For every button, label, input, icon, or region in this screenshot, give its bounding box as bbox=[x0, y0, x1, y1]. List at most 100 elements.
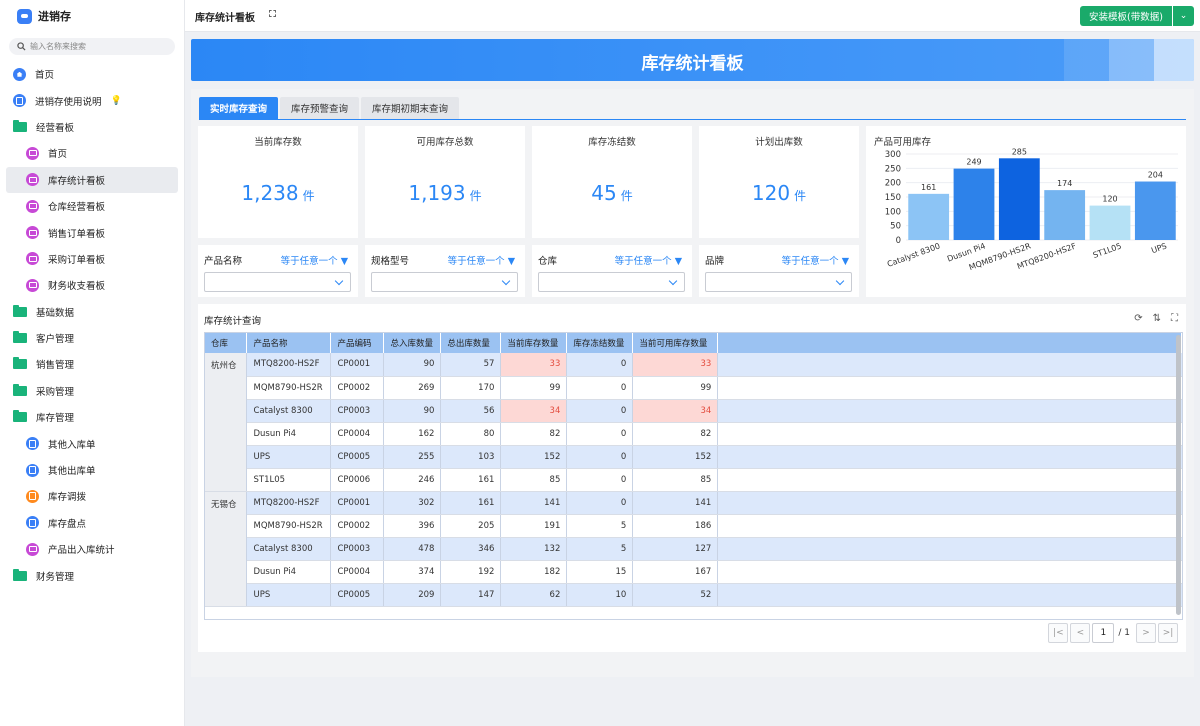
sidebar-group-dashboards[interactable]: 经营看板 bbox=[0, 114, 184, 140]
x-tick-label: ST1L05 bbox=[1092, 241, 1123, 260]
sidebar-item-label: 库存管理 bbox=[36, 413, 75, 425]
sidebar-group-inventory[interactable]: 库存管理 bbox=[0, 404, 184, 430]
table-cell: 52 bbox=[632, 583, 719, 607]
table-row[interactable]: Catalyst 8300 CP0003 90 56 34 0 34 bbox=[205, 399, 1182, 423]
sidebar-item-dashboard-home[interactable]: 首页 bbox=[0, 140, 184, 166]
filter-mode-dropdown[interactable]: 等于任意一个 ▼ bbox=[447, 256, 515, 267]
table-row[interactable]: Dusun Pi4 CP0004 162 80 82 0 82 bbox=[205, 422, 1182, 446]
x-tick-label: UPS bbox=[1150, 241, 1168, 255]
table-row[interactable]: MQM8790-HS2R CP0002 269 170 99 0 99 bbox=[205, 376, 1182, 400]
y-tick-label: 300 bbox=[885, 150, 901, 160]
table-row[interactable]: ST1L05 CP0006 246 161 85 0 85 bbox=[205, 468, 1182, 492]
column-header[interactable]: 当前可用库存数量 bbox=[632, 333, 719, 353]
table-row[interactable]: UPS CP0005 209 147 62 10 52 bbox=[205, 583, 1182, 607]
table-cell: 127 bbox=[632, 537, 719, 561]
search-box[interactable]: 输入名称来搜索 bbox=[9, 38, 175, 55]
table-cell: 56 bbox=[440, 399, 502, 423]
sidebar-group-customers[interactable]: 客户管理 bbox=[0, 325, 184, 351]
sidebar-item-finance-dashboard[interactable]: 财务收支看板 bbox=[0, 272, 184, 298]
table-row[interactable]: MQM8790-HS2R CP0002 396 205 191 5 186 bbox=[205, 514, 1182, 538]
page-tab-title[interactable]: 库存统计看板 bbox=[195, 13, 255, 24]
sidebar-item-inventory-dashboard[interactable]: 库存统计看板 bbox=[6, 166, 178, 193]
sidebar-group-finance[interactable]: 财务管理 bbox=[0, 562, 184, 588]
sidebar-item-transfer[interactable]: 库存调拨 bbox=[0, 483, 184, 509]
sidebar-item-purchase-dashboard[interactable]: 采购订单看板 bbox=[0, 246, 184, 272]
tab-inventory-alert[interactable]: 库存预警查询 bbox=[280, 97, 360, 119]
column-header[interactable]: 仓库 bbox=[205, 333, 248, 353]
sidebar-item-label: 首页 bbox=[35, 70, 55, 82]
next-page-button[interactable]: > bbox=[1136, 623, 1156, 643]
table-cell: 205 bbox=[440, 514, 502, 538]
sidebar-item-other-inbound[interactable]: 其他入库单 bbox=[0, 430, 184, 456]
table-toolbar: ⟳ ⇅ ⛶ bbox=[1134, 313, 1178, 324]
sort-icon[interactable]: ⇅ bbox=[1152, 313, 1161, 324]
sidebar-group-purchase[interactable]: 采购管理 bbox=[0, 378, 184, 404]
sidebar-group-basic-data[interactable]: 基础数据 bbox=[0, 299, 184, 325]
filter-mode-dropdown[interactable]: 等于任意一个 ▼ bbox=[614, 256, 682, 267]
table-cell: 255 bbox=[383, 445, 442, 469]
app-header[interactable]: 进销存 bbox=[0, 0, 184, 32]
filter-mode-dropdown[interactable]: 等于任意一个 ▼ bbox=[781, 256, 849, 267]
tab-period-inventory[interactable]: 库存期初期末查询 bbox=[361, 97, 460, 119]
column-header[interactable]: 当前库存数量 bbox=[500, 333, 568, 353]
table-cell: MTQ8200-HS2F bbox=[246, 353, 332, 377]
y-tick-label: 100 bbox=[885, 207, 901, 217]
table-row[interactable]: 杭州仓 MTQ8200-HS2F CP0001 90 57 33 0 33 bbox=[205, 353, 1182, 492]
column-header[interactable]: 总入库数量 bbox=[383, 333, 442, 353]
table-row[interactable]: Catalyst 8300 CP0003 478 346 132 5 127 bbox=[205, 537, 1182, 561]
first-page-button[interactable]: |< bbox=[1048, 623, 1069, 643]
filter-select[interactable] bbox=[705, 272, 852, 292]
fullscreen-icon[interactable] bbox=[269, 10, 276, 17]
table-row[interactable]: 无锡仓 MTQ8200-HS2F CP0001 302 161 141 0 141 bbox=[205, 491, 1182, 607]
table-cell: 99 bbox=[632, 376, 719, 400]
table-cell: CP0002 bbox=[330, 514, 385, 538]
y-tick-label: 150 bbox=[885, 193, 901, 203]
dashboard-icon bbox=[26, 278, 39, 292]
table-cell: 90 bbox=[383, 353, 442, 377]
filter-select[interactable] bbox=[538, 272, 685, 292]
column-header[interactable]: 产品编码 bbox=[330, 333, 385, 353]
sidebar-group-sales[interactable]: 销售管理 bbox=[0, 351, 184, 377]
refresh-icon[interactable]: ⟳ bbox=[1134, 313, 1143, 324]
table-cell: 186 bbox=[632, 514, 719, 538]
table-row[interactable]: Dusun Pi4 CP0004 374 192 182 15 167 bbox=[205, 560, 1182, 584]
bar bbox=[1134, 181, 1176, 240]
kpi-value: 1,193 件 bbox=[365, 181, 525, 205]
table-row[interactable]: UPS CP0005 255 103 152 0 152 bbox=[205, 445, 1182, 469]
table-cell: UPS bbox=[246, 583, 332, 607]
sidebar-item-guide[interactable]: 进销存使用说明 💡 bbox=[0, 87, 184, 113]
table-scrollbar[interactable] bbox=[1176, 335, 1181, 615]
last-page-button[interactable]: >| bbox=[1158, 623, 1178, 643]
search-input[interactable]: 输入名称来搜索 bbox=[30, 42, 86, 51]
y-tick-label: 250 bbox=[885, 164, 901, 174]
table-cell: 346 bbox=[440, 537, 502, 561]
tab-realtime-inventory[interactable]: 实时库存查询 bbox=[199, 97, 279, 119]
install-template-button[interactable]: 安装模板(带数据) bbox=[1080, 6, 1172, 26]
app-title: 进销存 bbox=[38, 10, 71, 23]
kpi-value: 1,238 件 bbox=[198, 181, 358, 205]
column-header[interactable]: 产品名称 bbox=[246, 333, 332, 353]
page-number-input[interactable]: 1 bbox=[1092, 623, 1115, 643]
filter-mode-dropdown[interactable]: 等于任意一个 ▼ bbox=[280, 256, 348, 267]
filter-select[interactable] bbox=[371, 272, 518, 292]
column-header[interactable]: 库存冻结数量 bbox=[566, 333, 634, 353]
install-dropdown-button[interactable]: ⌄ bbox=[1173, 6, 1194, 26]
fullscreen-icon[interactable]: ⛶ bbox=[1171, 313, 1178, 324]
table-cell: CP0003 bbox=[330, 537, 385, 561]
sidebar-item-warehouse-dashboard[interactable]: 仓库经营看板 bbox=[0, 193, 184, 219]
sidebar-item-stocktake[interactable]: 库存盘点 bbox=[0, 510, 184, 536]
sidebar-item-product-io-stats[interactable]: 产品出入库统计 bbox=[0, 536, 184, 562]
filter-product-name: 产品名称 等于任意一个 ▼ bbox=[198, 245, 358, 297]
sidebar-item-sales-dashboard[interactable]: 销售订单看板 bbox=[0, 219, 184, 245]
prev-page-button[interactable]: < bbox=[1070, 623, 1091, 643]
folder-icon bbox=[13, 331, 27, 344]
column-header[interactable]: 总出库数量 bbox=[440, 333, 502, 353]
table-cell: Catalyst 8300 bbox=[246, 537, 332, 561]
kpi-unit: 件 bbox=[302, 189, 315, 203]
sidebar-nav: 首页 进销存使用说明 💡 经营看板 首页 库存统计看板 仓库经营看板 销售订单看板… bbox=[0, 61, 184, 589]
sidebar-item-other-outbound[interactable]: 其他出库单 bbox=[0, 457, 184, 483]
sidebar-item-home[interactable]: 首页 bbox=[0, 61, 184, 87]
filter-spec-model: 规格型号 等于任意一个 ▼ bbox=[365, 245, 525, 297]
filter-select[interactable] bbox=[204, 272, 351, 292]
table-cell: Dusun Pi4 bbox=[246, 422, 332, 446]
